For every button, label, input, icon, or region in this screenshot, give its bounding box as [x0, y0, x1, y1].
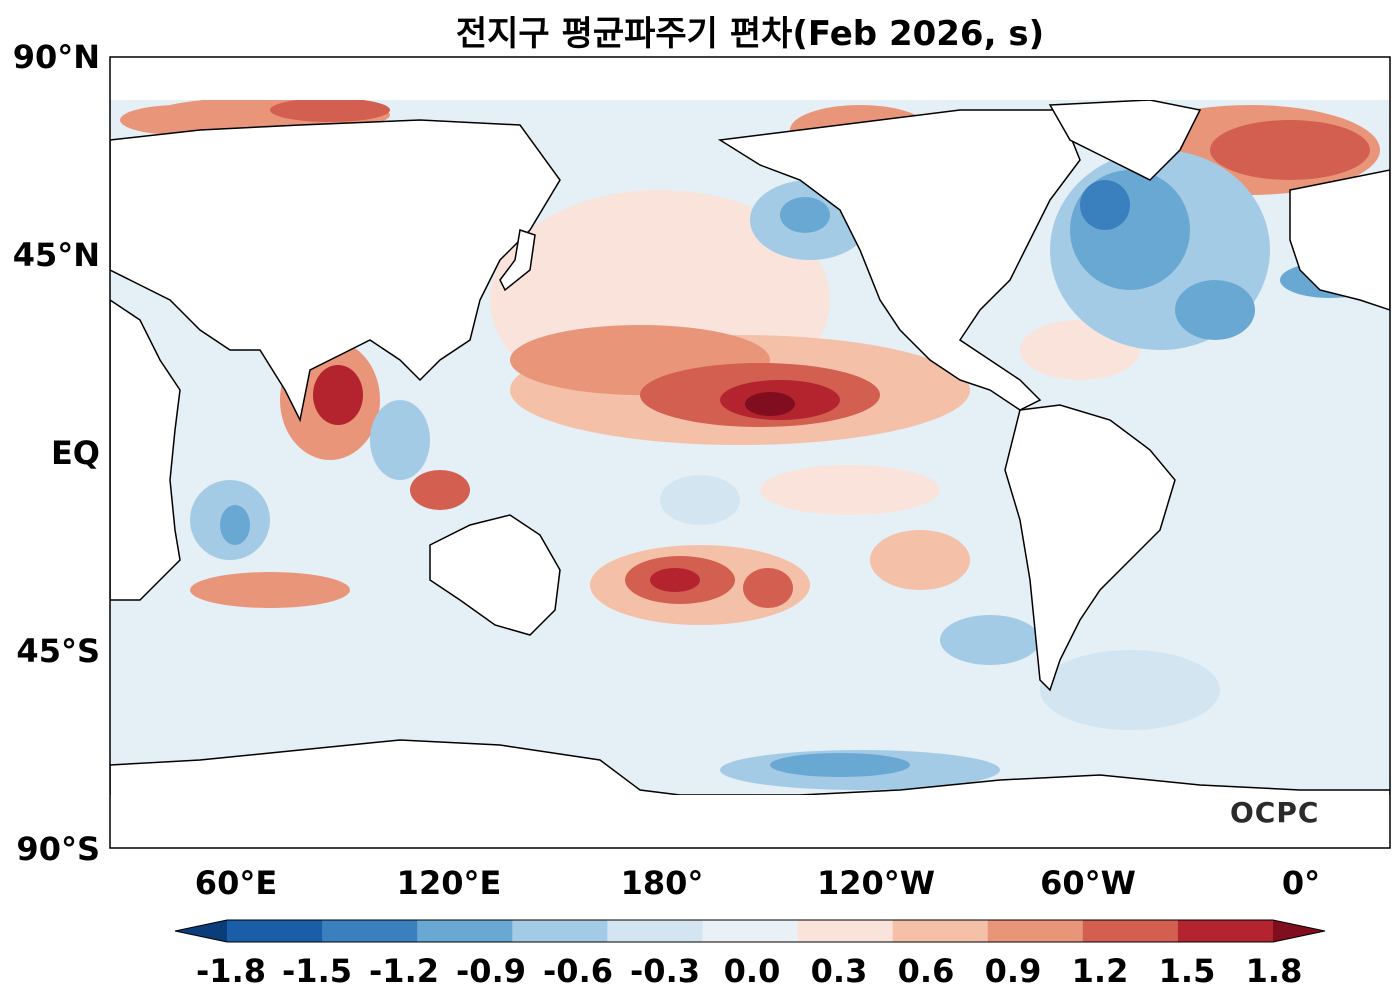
colorbar-tick-label: 1.8 [1245, 952, 1303, 990]
colorbar-bin [987, 920, 1084, 942]
colorbar-bin [322, 920, 418, 942]
colorbar-bin [417, 920, 513, 942]
lon-tick-180: 180° [620, 864, 704, 902]
colorbar-bin [702, 920, 799, 942]
colorbar-extend-min [175, 920, 227, 942]
colorbar-bin [607, 920, 703, 942]
colorbar-tick-label: -0.6 [543, 952, 613, 990]
land-eurasia [110, 119, 561, 423]
lat-tick-45n: 45°N [12, 236, 100, 274]
land-greenland [1048, 99, 1202, 181]
map-frame [109, 56, 1391, 849]
colorbar-tick-label: 1.2 [1071, 952, 1129, 990]
lon-tick-60e: 60°E [194, 864, 278, 902]
lon-tick-120w: 120°W [816, 864, 936, 902]
land-africa [110, 299, 181, 601]
colorbar-tick-label: 0.6 [897, 952, 955, 990]
south-polar-blank [110, 795, 1390, 848]
colorbar-tick-label: -0.9 [456, 952, 526, 990]
colorbar-tick-label: -1.2 [369, 952, 439, 990]
lat-tick-45s: 45°S [16, 632, 100, 670]
land-japan [499, 229, 536, 292]
colorbar-tick-label: 0.0 [723, 952, 781, 990]
colorbar-bin [1082, 920, 1179, 942]
land-south-america [1004, 404, 1176, 692]
map-title: 전지구 평균파주기 편차(Feb 2026, s) [455, 14, 1045, 54]
colorbar-bin [797, 920, 894, 942]
colorbar [174, 919, 1326, 943]
colorbar-outline [174, 919, 1326, 943]
colorbar-tick-label: -1.5 [282, 952, 352, 990]
colorbar-bin [227, 920, 323, 942]
lon-tick-0: 0° [1281, 864, 1321, 902]
colorbar-bin [1177, 920, 1274, 942]
lat-tick-90n: 90°N [12, 38, 100, 76]
ocpc-logo: OCPC [1230, 796, 1320, 829]
lat-tick-90s: 90°S [16, 830, 100, 868]
colorbar-extend-max [1273, 920, 1325, 942]
colorbar-tick-label: -1.8 [196, 952, 266, 990]
lon-tick-60w: 60°W [1040, 864, 1136, 902]
colorbar-tick-label: 1.5 [1158, 952, 1216, 990]
lon-tick-120e: 120°E [396, 864, 502, 902]
land-europe [1289, 169, 1390, 311]
colorbar-bin [892, 920, 989, 942]
colorbar-bin [512, 920, 608, 942]
lat-tick-eq: EQ [50, 434, 100, 472]
colorbar-tick-label: -0.3 [630, 952, 700, 990]
colorbar-tick-label: 0.9 [984, 952, 1042, 990]
north-polar-blank [110, 57, 1390, 100]
cool-anomalies [190, 150, 1380, 790]
colorbar-tick-label: 0.3 [810, 952, 868, 990]
land-australia [429, 514, 561, 636]
